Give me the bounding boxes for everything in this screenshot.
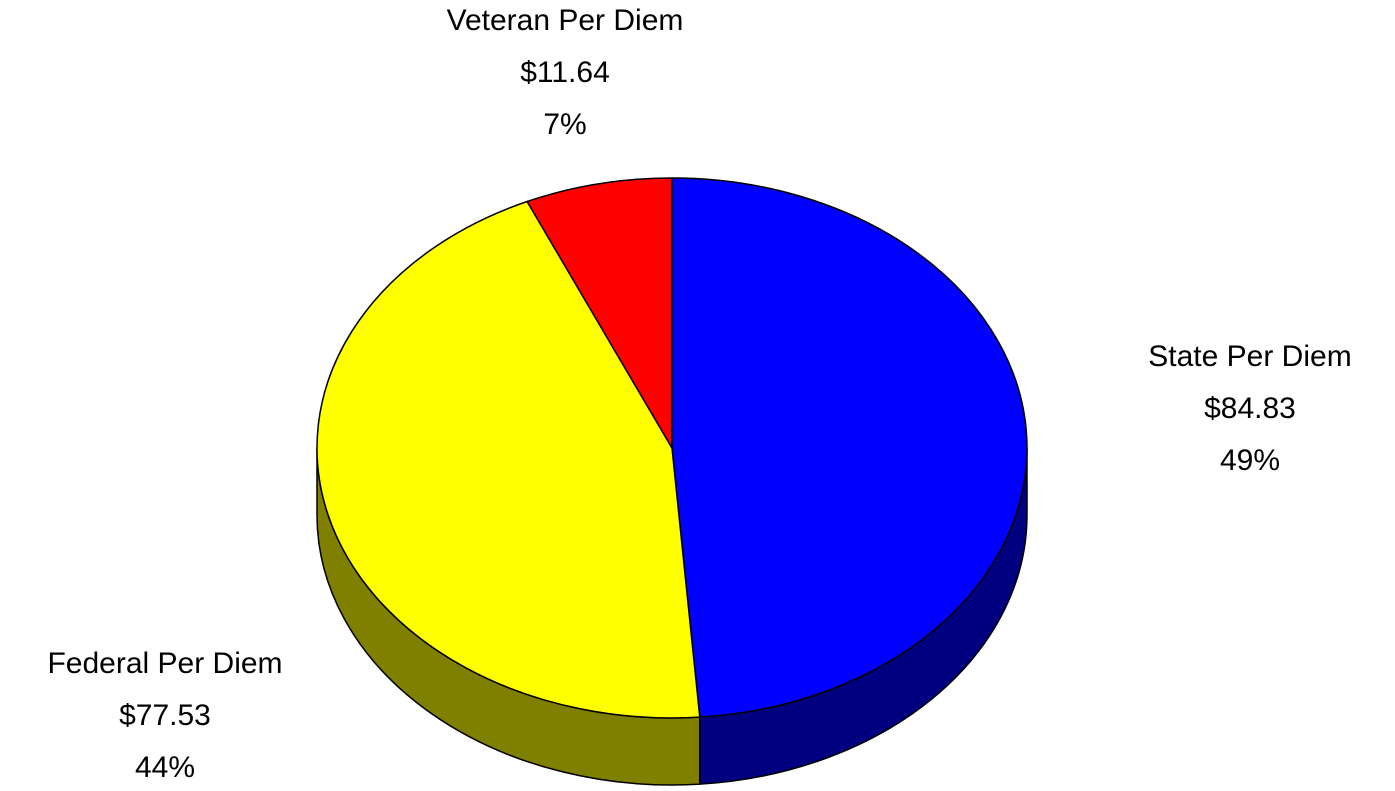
value-label: $77.53 — [119, 699, 211, 732]
percent-label: 44% — [135, 751, 195, 784]
percent-label: 7% — [543, 108, 586, 141]
slice-label: Veteran Per Diem — [447, 4, 684, 37]
value-label: $84.83 — [1204, 392, 1296, 425]
slice-label: State Per Diem — [1148, 340, 1351, 373]
pie-slice — [671, 177, 1028, 718]
pie-slice — [316, 200, 701, 719]
percent-label: 49% — [1220, 444, 1280, 477]
pie-slice — [526, 177, 673, 449]
value-label: $11.64 — [520, 56, 610, 89]
slice-label: Federal Per Diem — [47, 647, 282, 680]
